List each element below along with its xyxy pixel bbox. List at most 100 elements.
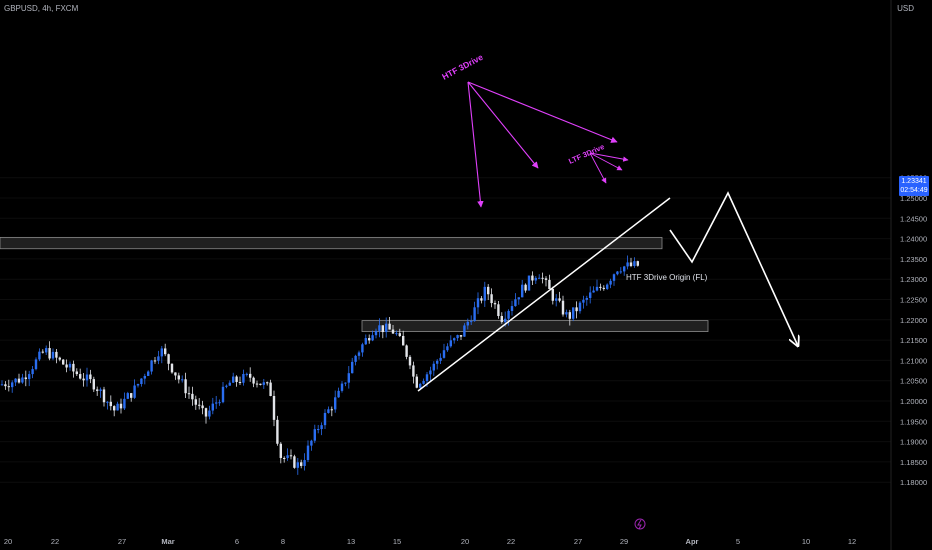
x-tick-label: 15 — [393, 537, 401, 546]
candle — [497, 301, 500, 319]
x-tick-label: 13 — [347, 537, 355, 546]
candle-body — [439, 357, 442, 361]
candle — [510, 300, 514, 316]
candle — [395, 330, 398, 336]
candle — [153, 356, 157, 364]
candle-body — [157, 356, 160, 361]
candle-body — [555, 298, 558, 301]
candle — [102, 386, 106, 407]
candle-body — [201, 405, 204, 409]
candle — [266, 381, 269, 386]
candle-body — [340, 383, 344, 391]
x-tick-label: Apr — [686, 537, 699, 546]
candle-body — [344, 382, 347, 384]
candle — [306, 440, 310, 463]
candle — [388, 316, 391, 330]
symbol-header[interactable]: GBPUSD, 4h, FXCM — [4, 4, 79, 13]
x-tick-label: 5 — [736, 537, 740, 546]
candle-body — [405, 345, 408, 357]
candle — [337, 387, 340, 398]
candle-body — [150, 360, 153, 372]
candle — [238, 376, 242, 385]
candle-body — [337, 390, 340, 398]
candle-body — [544, 278, 548, 280]
candle-body — [354, 355, 357, 362]
y-tick-label: 1.18000 — [900, 478, 927, 487]
candle-body — [24, 377, 27, 380]
candle — [51, 348, 55, 361]
candle-body — [432, 363, 435, 371]
candle-body — [442, 350, 446, 358]
candle — [357, 350, 361, 360]
candle-body — [160, 348, 163, 357]
candle-body — [470, 321, 473, 323]
candle — [327, 406, 330, 414]
candle-body — [623, 266, 626, 272]
candle — [398, 328, 401, 338]
candle — [48, 341, 51, 361]
candle — [136, 383, 140, 388]
candle-body — [116, 403, 119, 411]
candle-body — [238, 381, 242, 383]
candle-body — [527, 275, 531, 291]
candle-body — [565, 312, 568, 315]
time-axis[interactable]: 20 22 27 Mar 6 8 13 15 20 22 27 29 Apr 5 10 12 — [4, 537, 856, 546]
candle — [483, 281, 486, 307]
candle-body — [599, 286, 602, 288]
candle — [75, 368, 78, 377]
candle-body — [616, 271, 619, 275]
candle-body — [531, 275, 534, 281]
last-price: 1.23341 — [901, 178, 927, 185]
y-tick-label: 1.23500 — [900, 255, 927, 264]
candle — [629, 257, 633, 268]
candle-body — [174, 372, 177, 376]
candle-body — [466, 321, 469, 326]
trendline — [417, 197, 671, 392]
candle-body — [82, 378, 85, 381]
lightning-icon[interactable] — [634, 518, 646, 530]
candle-body — [541, 277, 544, 279]
candle — [62, 358, 65, 365]
candle — [215, 395, 218, 409]
candle-body — [592, 290, 595, 293]
candle — [218, 399, 221, 406]
candle-body — [85, 374, 89, 381]
candle-body — [463, 325, 466, 337]
candle — [606, 283, 609, 291]
candle-body — [551, 289, 554, 301]
candle — [228, 380, 231, 386]
candle — [385, 317, 388, 338]
candle-body — [388, 323, 391, 330]
candle — [99, 387, 102, 398]
candle-body — [106, 401, 109, 403]
x-tick-label: 22 — [51, 537, 59, 546]
zone-box — [0, 236, 663, 250]
candle-body — [453, 338, 456, 341]
candle-body — [534, 277, 537, 281]
y-tick-label: 1.21500 — [900, 336, 927, 345]
candle — [235, 375, 238, 387]
candle — [344, 382, 347, 387]
candle-body — [208, 410, 211, 417]
x-tick-label: 20 — [461, 537, 469, 546]
candle — [412, 361, 415, 384]
candle — [487, 284, 490, 301]
candle — [21, 373, 24, 384]
price-axis[interactable]: 1.18000 1.18500 1.19000 1.19500 1.20000 1.205… — [900, 174, 927, 488]
candle — [507, 309, 510, 326]
candle — [143, 373, 146, 385]
candle — [602, 285, 605, 291]
candle-body — [0, 384, 4, 386]
candle — [259, 383, 262, 386]
candle-body — [446, 346, 449, 351]
candle — [167, 353, 170, 371]
candle-body — [245, 373, 248, 375]
zones-layer — [0, 236, 709, 332]
candle — [436, 358, 439, 370]
candle — [92, 376, 95, 393]
candle-body — [422, 380, 425, 384]
candle-body — [561, 300, 565, 315]
candle — [432, 361, 435, 376]
candle-body — [140, 378, 143, 385]
